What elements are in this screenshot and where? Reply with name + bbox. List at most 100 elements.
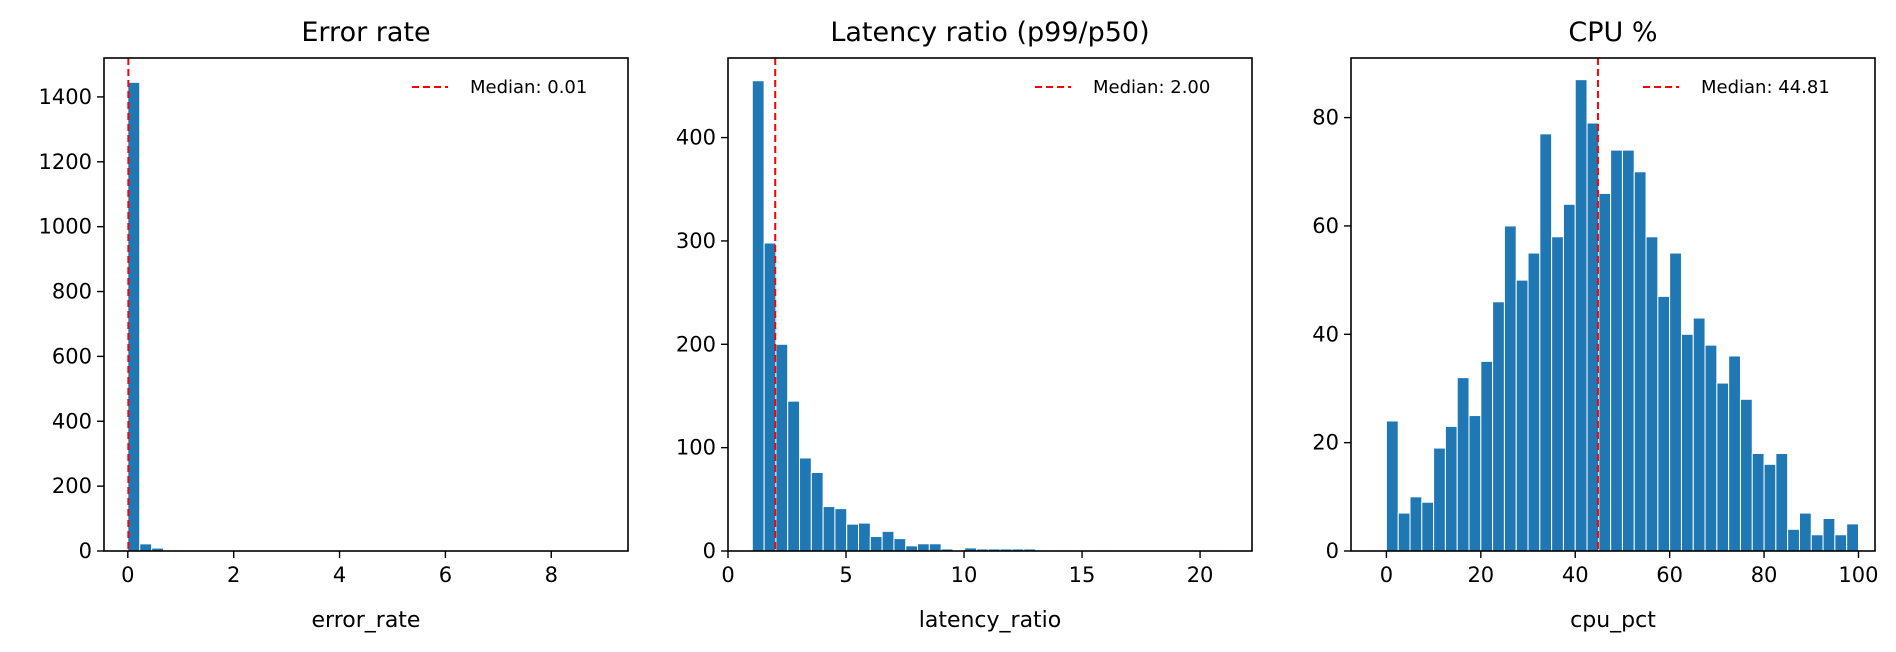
- histogram-bar: [881, 530, 895, 552]
- histogram-bar: [1433, 447, 1446, 552]
- plot-frame: [1350, 57, 1876, 552]
- histogram-bar: [917, 543, 930, 552]
- histogram-bar: [1751, 452, 1765, 552]
- histogram-bar: [1728, 355, 1741, 552]
- histogram-bar: [1385, 420, 1399, 552]
- histogram-bar: [1680, 333, 1694, 552]
- histogram-bar: [1775, 452, 1789, 552]
- histogram-bar: [1492, 301, 1505, 552]
- histogram-bar: [1657, 295, 1671, 552]
- y-tick-label: 40: [1312, 322, 1339, 346]
- panel-cpu-pct: CPU % 0 20 40 60 80 100 0 20 40 60 80 cpu_pct Med…: [1312, 17, 1878, 633]
- y-tick-label: 0: [1326, 539, 1339, 563]
- histogram-bar: [1798, 512, 1812, 552]
- histogram-bar: [763, 242, 777, 552]
- histogram-bar: [928, 543, 942, 552]
- x-tick-label: 100: [1838, 563, 1878, 587]
- histogram-bar: [1574, 79, 1588, 552]
- x-tick-label: 80: [1751, 563, 1778, 587]
- histogram-bar: [1704, 344, 1718, 552]
- x-tick-label: 2: [227, 563, 240, 587]
- panel-latency-ratio: Latency ratio (p99/p50) 0 5 10 15 20 0 100 200…: [676, 17, 1253, 633]
- x-axis-label: error_rate: [312, 608, 421, 633]
- histogram-bar: [1515, 279, 1529, 552]
- y-tick-label: 200: [676, 332, 716, 356]
- histogram-bar: [1633, 171, 1647, 552]
- x-tick-label: 0: [1380, 563, 1393, 587]
- histogram-bar: [1763, 463, 1777, 552]
- histogram-bar: [834, 508, 848, 552]
- legend: Median: 0.01: [412, 77, 587, 98]
- histogram-bar: [775, 343, 789, 552]
- histogram-bar: [1716, 382, 1730, 552]
- x-tick-label: 60: [1656, 563, 1683, 587]
- y-tick-label: 1200: [39, 150, 92, 174]
- panel-error-rate: Error rate 0 2 4 6 8 0 200 400 600 800 1000 1200 14…: [39, 17, 629, 633]
- histogram-bar: [1645, 236, 1659, 552]
- histogram-bar: [1409, 496, 1423, 552]
- y-tick-label: 60: [1312, 214, 1339, 238]
- histogram-bar: [1610, 149, 1623, 552]
- x-tick-label: 5: [839, 563, 852, 587]
- y-tick-label: 400: [676, 126, 716, 150]
- x-tick-label: 6: [439, 563, 452, 587]
- x-tick-label: 20: [1467, 563, 1494, 587]
- legend: Median: 2.00: [1035, 77, 1210, 98]
- legend-median-label: Median: 2.00: [1093, 77, 1210, 98]
- x-tick-label: 8: [545, 563, 558, 587]
- histogram-bar: [893, 538, 907, 552]
- histogram-bar: [869, 536, 883, 552]
- histogram-bar: [822, 506, 836, 552]
- histogram-bar: [1598, 192, 1612, 552]
- legend-median-label: Median: 0.01: [470, 77, 587, 98]
- histogram-bar: [1834, 534, 1848, 552]
- histogram-bar: [1503, 225, 1517, 552]
- histogram-bar: [1846, 523, 1859, 552]
- chart-title: Latency ratio (p99/p50): [830, 17, 1149, 48]
- histogram-bar: [1739, 398, 1753, 552]
- histogram-bar: [1551, 236, 1564, 552]
- histogram-bar: [858, 522, 871, 552]
- y-tick-label: 600: [52, 344, 92, 368]
- histogram-bar: [846, 523, 860, 552]
- plot-frame: [727, 57, 1253, 552]
- histogram-bar: [1421, 501, 1435, 552]
- x-tick-label: 0: [721, 563, 734, 587]
- histogram-bar: [1539, 133, 1553, 552]
- y-tick-label: 0: [79, 539, 92, 563]
- x-tick-label: 4: [333, 563, 346, 587]
- histogram-bar: [1480, 360, 1494, 552]
- chart-title: CPU %: [1568, 17, 1657, 48]
- x-axis-label: cpu_pct: [1570, 608, 1656, 633]
- y-tick-label: 200: [52, 474, 92, 498]
- y-tick-label: 800: [52, 280, 92, 304]
- x-tick-label: 20: [1187, 563, 1214, 587]
- histogram-bar: [1444, 425, 1458, 552]
- histogram-bar: [1456, 377, 1470, 552]
- histogram-bar: [787, 400, 801, 552]
- histogram-bar: [1397, 512, 1411, 552]
- histogram-bar: [1669, 252, 1682, 552]
- y-tick-label: 80: [1312, 106, 1339, 130]
- histogram-bar: [1787, 528, 1800, 552]
- plot-frame: [103, 57, 629, 552]
- histogram-bar: [799, 457, 812, 552]
- histogram-bar: [1822, 517, 1836, 552]
- y-tick-label: 20: [1312, 431, 1339, 455]
- x-axis-label: latency_ratio: [919, 608, 1062, 633]
- histogram-bar: [1692, 317, 1706, 552]
- histogram-bar: [1621, 149, 1635, 552]
- y-tick-label: 0: [703, 539, 716, 563]
- histogram-bar: [1810, 534, 1824, 552]
- legend: Median: 44.81: [1643, 77, 1830, 98]
- x-tick-label: 0: [121, 563, 134, 587]
- chart-title: Error rate: [301, 17, 430, 48]
- histogram-bar: [810, 471, 824, 552]
- y-tick-label: 400: [52, 409, 92, 433]
- histogram-bar: [751, 80, 765, 552]
- x-tick-label: 15: [1069, 563, 1096, 587]
- y-tick-label: 1000: [39, 215, 92, 239]
- x-tick-label: 10: [951, 563, 978, 587]
- histogram-bar: [127, 81, 141, 552]
